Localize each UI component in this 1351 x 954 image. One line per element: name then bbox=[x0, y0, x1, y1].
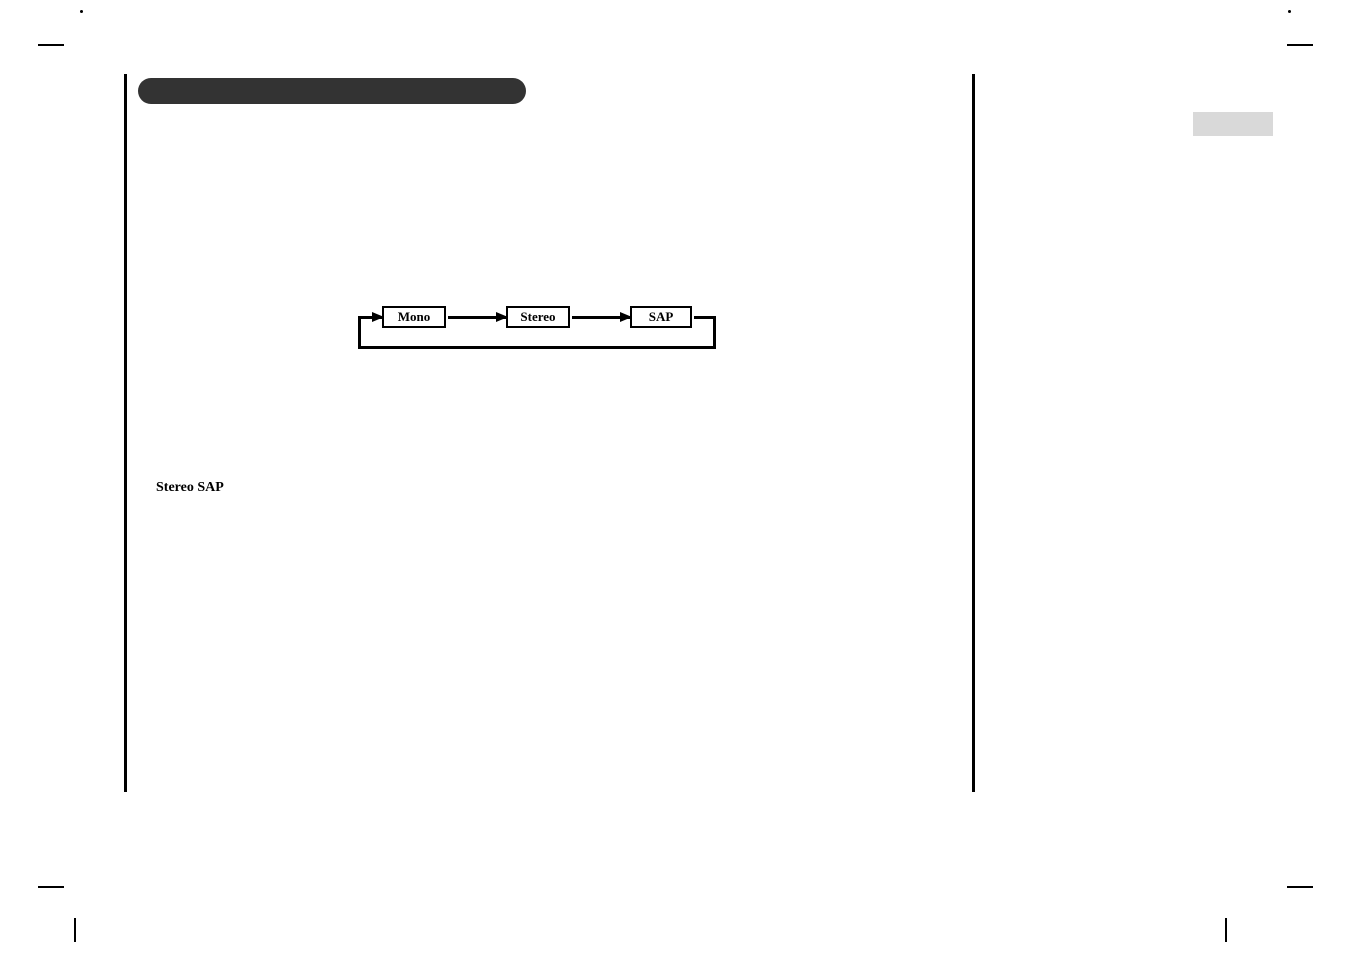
crop-mark bbox=[1287, 886, 1313, 888]
node-label: SAP bbox=[649, 309, 674, 325]
section-heading-bar bbox=[138, 78, 526, 104]
node-stereo: Stereo bbox=[506, 306, 570, 328]
stereo-sap-label: Stereo SAP bbox=[156, 480, 224, 496]
side-tab bbox=[1193, 112, 1273, 136]
registration-dot bbox=[1288, 10, 1291, 13]
node-mono: Mono bbox=[382, 306, 446, 328]
column-rule-right bbox=[972, 74, 975, 792]
registration-dot bbox=[80, 10, 83, 13]
footer-mark bbox=[74, 918, 76, 942]
column-rule-left bbox=[124, 74, 127, 792]
node-label: Stereo bbox=[520, 309, 555, 325]
node-label: Mono bbox=[398, 309, 431, 325]
node-sap: SAP bbox=[630, 306, 692, 328]
crop-mark bbox=[38, 886, 64, 888]
crop-mark bbox=[38, 44, 64, 46]
crop-mark bbox=[1287, 44, 1313, 46]
footer-mark bbox=[1225, 918, 1227, 942]
connector bbox=[358, 317, 361, 348]
connector bbox=[713, 317, 716, 348]
connector-return bbox=[358, 346, 716, 349]
audio-mode-cycle-diagram: Mono Stereo SAP bbox=[358, 306, 716, 350]
